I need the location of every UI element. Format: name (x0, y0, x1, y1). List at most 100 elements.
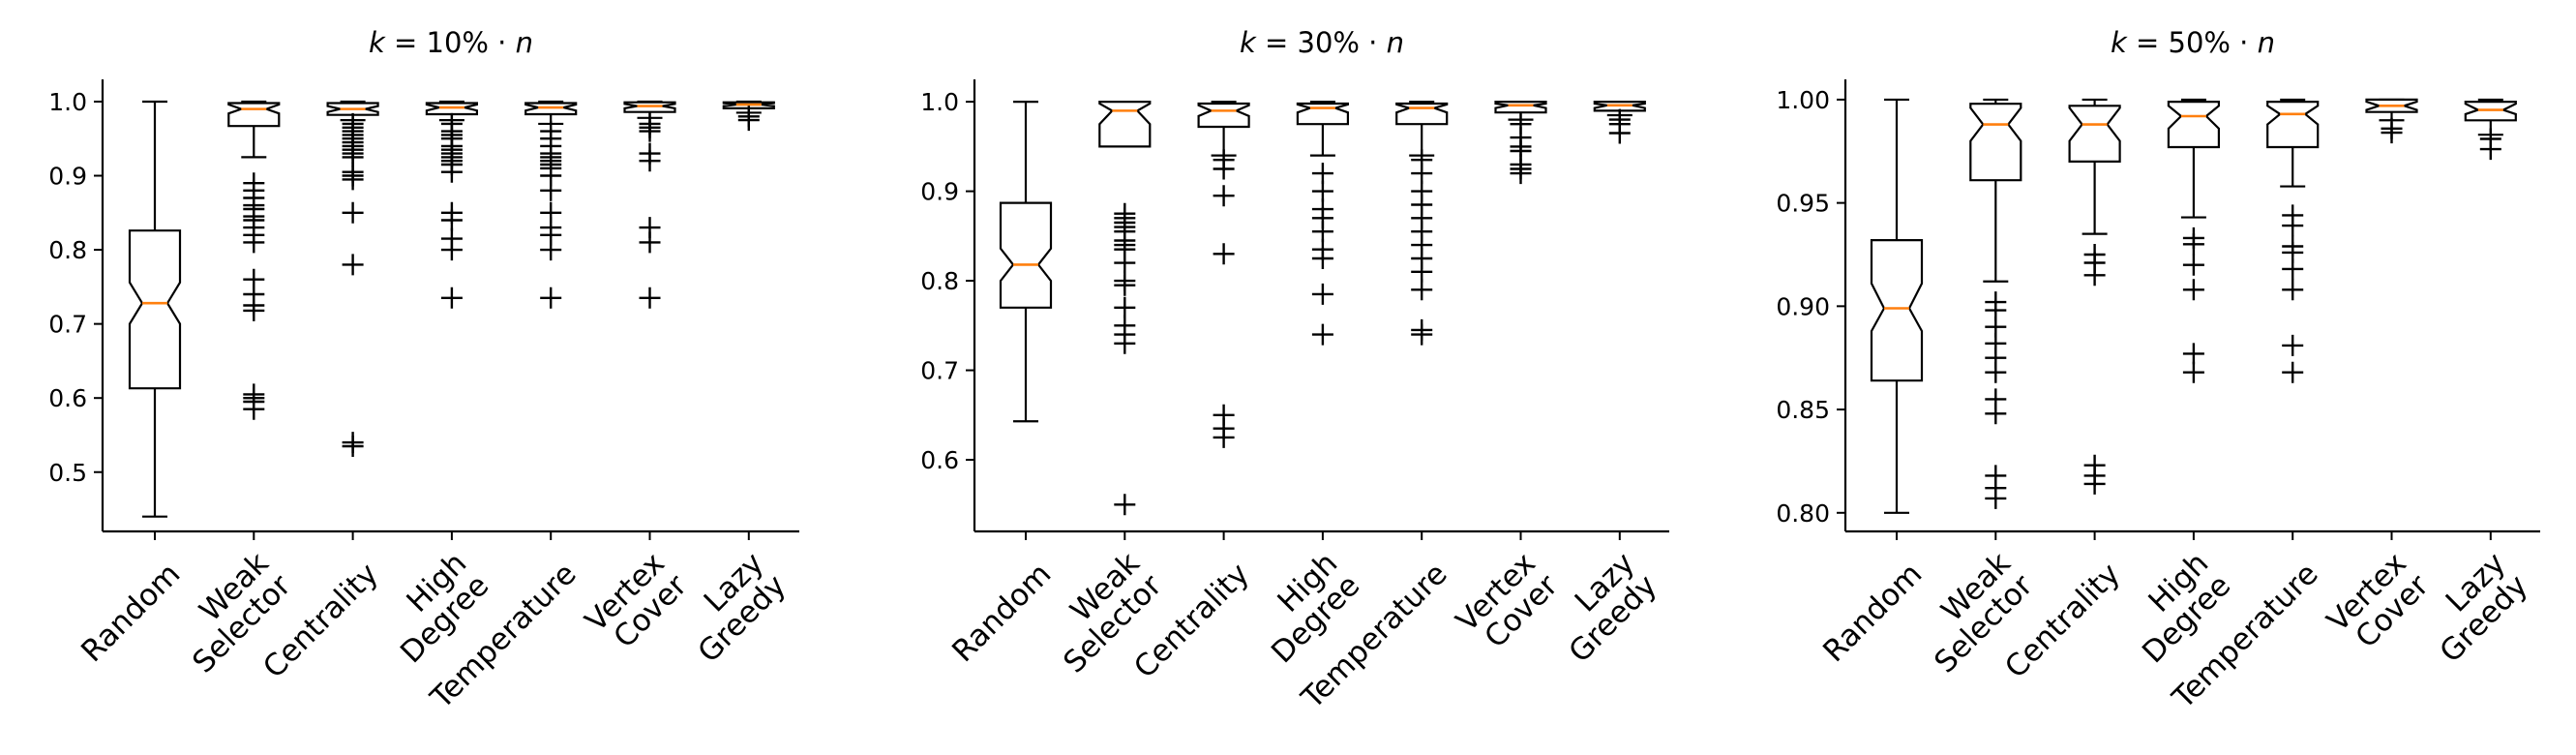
flier-point (1311, 180, 1333, 202)
flier-point (1985, 487, 2007, 509)
box-centrality (326, 100, 379, 457)
flier-point (440, 239, 463, 261)
x-tick-label: LazyGreedy (669, 546, 793, 670)
x-tick-label: LazyGreedy (1540, 546, 1663, 670)
flier-point (1213, 243, 1235, 265)
flier-point (1411, 279, 1433, 301)
flier-point (440, 287, 463, 309)
flier-point (1510, 163, 1532, 185)
flier-point (440, 161, 463, 183)
title-k: k (2111, 26, 2128, 59)
flier-point (639, 150, 661, 172)
x-tick-label: Random (75, 557, 187, 669)
box-high-degree (425, 100, 478, 309)
flier-point (540, 287, 562, 309)
flier-point (2083, 472, 2106, 495)
y-tick-label: 1.0 (920, 88, 959, 116)
flier-point (2182, 254, 2204, 276)
box-vertex-cover (623, 100, 676, 309)
box-centrality (1197, 101, 1250, 448)
box-body (1969, 103, 2022, 182)
y-tick-label: 0.8 (48, 236, 87, 264)
box-weak-selector (227, 100, 281, 420)
box-high-degree (2167, 98, 2220, 383)
box-lazy-greedy (722, 100, 775, 132)
y-tick-label: 0.90 (1776, 292, 1830, 320)
box-temperature (524, 100, 578, 309)
box-random (999, 101, 1053, 423)
title-value: = 10% · (385, 26, 516, 59)
flier-point (1985, 361, 2007, 383)
title-value: = 50% · (2127, 26, 2258, 59)
y-tick-label: 0.9 (48, 163, 87, 191)
flier-point (342, 436, 364, 457)
box-high-degree (1296, 101, 1350, 346)
x-tick-label-line: Random (75, 557, 187, 669)
flier-point (1213, 426, 1235, 448)
x-tick-label: Random (945, 557, 1058, 669)
title-n: n (1387, 26, 1404, 59)
flier-point (1213, 158, 1235, 180)
flier-point (1985, 403, 2007, 425)
box-random (1870, 98, 1924, 514)
box-body (128, 229, 182, 390)
title-k: k (1240, 26, 1257, 59)
x-tick-label: VertexCover (1450, 546, 1565, 661)
x-tick-label: Random (1816, 557, 1929, 669)
box-body (999, 201, 1053, 309)
flier-point (1411, 323, 1433, 346)
box-body (227, 102, 281, 128)
flier-point (2282, 215, 2304, 237)
y-tick-label: 0.7 (48, 311, 87, 339)
title-n: n (2258, 26, 2275, 59)
y-tick-label: 1.00 (1776, 86, 1830, 114)
flier-point (1114, 332, 1136, 354)
flier-point (342, 168, 364, 191)
y-tick-label: 0.95 (1776, 190, 1830, 218)
box-body (1296, 102, 1350, 126)
flier-point (440, 209, 463, 231)
flier-point (1114, 296, 1136, 318)
y-tick-label: 0.85 (1776, 396, 1830, 424)
flier-point (2182, 343, 2204, 365)
flier-point (342, 254, 364, 276)
y-tick-label: 0.6 (48, 384, 87, 412)
flier-point (2282, 361, 2304, 383)
flier-point (2182, 233, 2204, 256)
flier-point (1114, 274, 1136, 296)
x-tick-label: VertexCover (2321, 546, 2436, 661)
panel-title: k = 10% · n (369, 26, 533, 59)
box-lazy-greedy (1593, 100, 1646, 144)
flier-point (2282, 334, 2304, 356)
y-tick-label: 0.80 (1776, 499, 1830, 528)
flier-point (1311, 248, 1333, 269)
y-tick-label: 0.9 (920, 178, 959, 206)
y-tick-label: 0.7 (920, 357, 959, 385)
flier-point (737, 109, 760, 132)
box-random (128, 100, 182, 518)
box-vertex-cover (1494, 100, 1547, 185)
box-body (2266, 100, 2320, 149)
box-centrality (2068, 98, 2121, 495)
box-weak-selector (1969, 98, 2022, 509)
flier-point (2282, 279, 2304, 301)
box-body (1870, 239, 1924, 382)
box-body (1494, 100, 1547, 114)
x-tick-label: LazyGreedy (2411, 546, 2534, 670)
flier-point (1114, 252, 1136, 274)
flier-point (540, 239, 562, 261)
flier-point (2083, 264, 2106, 287)
box-body (1395, 102, 1449, 126)
flier-point (1311, 221, 1333, 243)
flier-point (2182, 279, 2204, 301)
flier-point (2182, 361, 2204, 383)
box-body (1098, 100, 1152, 148)
flier-point (2282, 257, 2304, 280)
flier-point (639, 231, 661, 254)
panel-title: k = 50% · n (2111, 26, 2275, 59)
flier-point (1608, 122, 1631, 144)
